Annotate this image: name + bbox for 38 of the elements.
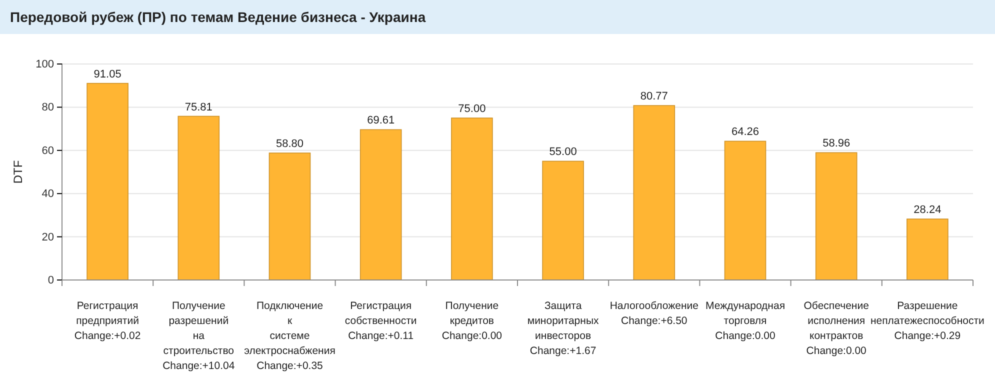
x-tick-label: Налогообложение Change:+6.50 xyxy=(610,300,699,327)
x-tick-label: Регистрация собственности Change:+0.11 xyxy=(344,300,417,342)
chart-title: Передовой рубеж (ПР) по темам Ведение бизнеса - Украина xyxy=(10,9,426,25)
bar xyxy=(815,152,858,280)
x-tick-label: Разрешение неплатежеспособности Change:+0.29 xyxy=(870,300,985,342)
data-label: 80.77 xyxy=(640,90,668,103)
bar xyxy=(724,140,766,280)
bar xyxy=(360,129,402,280)
data-label: 58.96 xyxy=(822,138,850,150)
data-label: 55.00 xyxy=(549,146,577,158)
y-tick-label: 0 xyxy=(48,274,54,287)
data-label: 91.05 xyxy=(94,68,122,80)
bar xyxy=(178,116,220,280)
y-tick-label: 60 xyxy=(42,144,54,157)
data-label: 58.80 xyxy=(276,138,304,150)
bar xyxy=(906,218,948,280)
x-tick-label: Обеспечение исполнения контрактов Change:0.00 xyxy=(804,300,870,357)
x-tick-label: Международная торговля Change:0.00 xyxy=(705,300,786,342)
bar xyxy=(633,105,676,280)
data-label: 75.81 xyxy=(184,101,212,114)
y-tick-label: 20 xyxy=(42,231,54,244)
data-label: 64.26 xyxy=(731,126,760,138)
y-tick-label: 40 xyxy=(42,188,54,200)
x-tick-label: Защита миноритарных инвесторов Change:+1.67 xyxy=(527,300,600,357)
y-axis-title: DTF xyxy=(11,160,25,184)
data-label: 28.24 xyxy=(914,204,942,216)
bar xyxy=(86,82,128,280)
y-tick-label: 80 xyxy=(42,102,54,114)
x-tick-label: Получение кредитов Change:0.00 xyxy=(442,300,502,342)
x-tick-label: Получение разрешений на строительство Change:+10.04 xyxy=(162,300,235,372)
y-tick-label: 100 xyxy=(36,58,54,71)
bar xyxy=(451,118,493,280)
data-label: 75.00 xyxy=(458,103,486,115)
data-label: 69.61 xyxy=(367,114,395,127)
x-tick-label: Подключение к системе электроснабжения Change:+0.35 xyxy=(244,300,336,372)
x-tick-label: Регистрация предприятий Change:+0.02 xyxy=(74,300,141,342)
bar xyxy=(542,160,584,280)
bar xyxy=(268,152,311,280)
